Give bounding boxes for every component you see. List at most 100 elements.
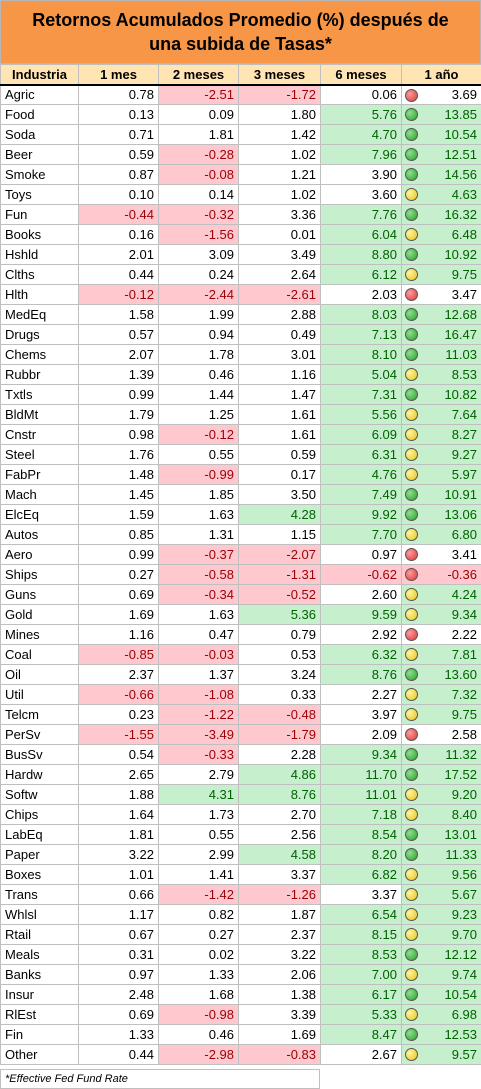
red-circle-icon [405, 548, 418, 561]
industry-name: Beer [0, 144, 79, 165]
value-1-mes: -0.66 [78, 684, 159, 705]
value-1-mes: 2.07 [78, 344, 159, 365]
yellow-circle-icon [405, 468, 418, 481]
value-1-ano-text: 9.34 [451, 607, 477, 622]
value-1-mes: 1.76 [78, 444, 159, 465]
value-3-meses: -0.48 [238, 704, 321, 725]
value-2-meses: -1.42 [158, 884, 239, 905]
value-1-ano-text: 12.68 [444, 307, 477, 322]
table-row: Other 0.44 -2.98 -0.83 2.67 9.57 [0, 1044, 481, 1065]
industry-name: Telcm [0, 704, 79, 725]
value-6-meses: 5.76 [320, 104, 402, 125]
industry-name: Mines [0, 624, 79, 645]
table-row: Mines 1.16 0.47 0.79 2.92 2.22 [0, 624, 481, 645]
value-1-mes: 1.48 [78, 464, 159, 485]
industry-name: Other [0, 1044, 79, 1065]
value-1-ano: 4.63 [401, 184, 481, 205]
value-1-ano-text: 6.48 [451, 227, 477, 242]
value-1-mes: 2.65 [78, 764, 159, 785]
value-1-ano-text: 7.64 [451, 407, 477, 422]
value-6-meses: 11.01 [320, 784, 402, 805]
value-3-meses: 0.79 [238, 624, 321, 645]
yellow-circle-icon [405, 368, 418, 381]
yellow-circle-icon [405, 228, 418, 241]
value-6-meses: 7.18 [320, 804, 402, 825]
value-1-ano: 3.41 [401, 544, 481, 565]
value-6-meses: 2.03 [320, 284, 402, 305]
value-2-meses: 0.55 [158, 824, 239, 845]
value-1-ano-text: 12.51 [444, 147, 477, 162]
value-3-meses: 3.24 [238, 664, 321, 685]
green-circle-icon [405, 108, 418, 121]
value-6-meses: 8.15 [320, 924, 402, 945]
value-3-meses: 2.70 [238, 804, 321, 825]
value-6-meses: 7.70 [320, 524, 402, 545]
value-6-meses: 8.20 [320, 844, 402, 865]
header-row: Industria 1 mes 2 meses 3 meses 6 meses … [0, 64, 481, 86]
value-1-ano: 9.75 [401, 264, 481, 285]
red-circle-icon [405, 628, 418, 641]
table-row: Telcm 0.23 -1.22 -0.48 3.97 9.75 [0, 704, 481, 725]
value-1-ano-text: 10.82 [444, 387, 477, 402]
value-1-ano-text: 2.22 [451, 627, 477, 642]
value-3-meses: -1.31 [238, 564, 321, 585]
table-row: Gold 1.69 1.63 5.36 9.59 9.34 [0, 604, 481, 625]
yellow-circle-icon [405, 708, 418, 721]
industry-name: ElcEq [0, 504, 79, 525]
value-6-meses: 7.00 [320, 964, 402, 985]
green-circle-icon [405, 508, 418, 521]
returns-table: Industria 1 mes 2 meses 3 meses 6 meses … [0, 64, 481, 1065]
value-1-ano-text: 8.53 [451, 367, 477, 382]
industry-name: Gold [0, 604, 79, 625]
value-6-meses: 6.31 [320, 444, 402, 465]
value-3-meses: 1.16 [238, 364, 321, 385]
value-3-meses: 1.69 [238, 1024, 321, 1045]
industry-name: Food [0, 104, 79, 125]
value-3-meses: 3.01 [238, 344, 321, 365]
industry-name: BldMt [0, 404, 79, 425]
value-1-ano: 16.47 [401, 324, 481, 345]
value-3-meses: 2.06 [238, 964, 321, 985]
value-1-ano-text: 5.97 [451, 467, 477, 482]
value-1-ano: 6.48 [401, 224, 481, 245]
value-3-meses: 8.76 [238, 784, 321, 805]
value-1-mes: -0.44 [78, 204, 159, 225]
value-2-meses: -0.34 [158, 584, 239, 605]
value-6-meses: 7.49 [320, 484, 402, 505]
value-1-ano-text: 9.23 [451, 907, 477, 922]
value-3-meses: 3.50 [238, 484, 321, 505]
value-1-ano: 8.53 [401, 364, 481, 385]
industry-name: Hlth [0, 284, 79, 305]
yellow-circle-icon [405, 888, 418, 901]
industry-name: Steel [0, 444, 79, 465]
industry-name: Meals [0, 944, 79, 965]
green-circle-icon [405, 248, 418, 261]
industry-name: Mach [0, 484, 79, 505]
value-1-mes: 1.01 [78, 864, 159, 885]
value-1-mes: 0.87 [78, 164, 159, 185]
value-1-ano: 9.34 [401, 604, 481, 625]
value-1-ano: 2.58 [401, 724, 481, 745]
table-row: Whlsl 1.17 0.82 1.87 6.54 9.23 [0, 904, 481, 925]
value-1-ano: 11.33 [401, 844, 481, 865]
green-circle-icon [405, 328, 418, 341]
green-circle-icon [405, 208, 418, 221]
value-1-mes: 1.79 [78, 404, 159, 425]
table-row: Trans 0.66 -1.42 -1.26 3.37 5.67 [0, 884, 481, 905]
yellow-circle-icon [405, 608, 418, 621]
value-2-meses: -3.49 [158, 724, 239, 745]
value-1-ano-text: 9.20 [451, 787, 477, 802]
value-6-meses: 7.96 [320, 144, 402, 165]
header-industria: Industria [0, 64, 79, 86]
green-circle-icon [405, 848, 418, 861]
table-row: FabPr 1.48 -0.99 0.17 4.76 5.97 [0, 464, 481, 485]
value-1-ano: 9.23 [401, 904, 481, 925]
yellow-circle-icon [405, 788, 418, 801]
yellow-circle-icon [405, 688, 418, 701]
value-3-meses: 2.56 [238, 824, 321, 845]
value-2-meses: -0.32 [158, 204, 239, 225]
value-3-meses: 2.64 [238, 264, 321, 285]
value-1-ano-text: 11.03 [445, 347, 477, 362]
yellow-circle-icon [405, 428, 418, 441]
value-6-meses: -0.62 [320, 564, 402, 585]
